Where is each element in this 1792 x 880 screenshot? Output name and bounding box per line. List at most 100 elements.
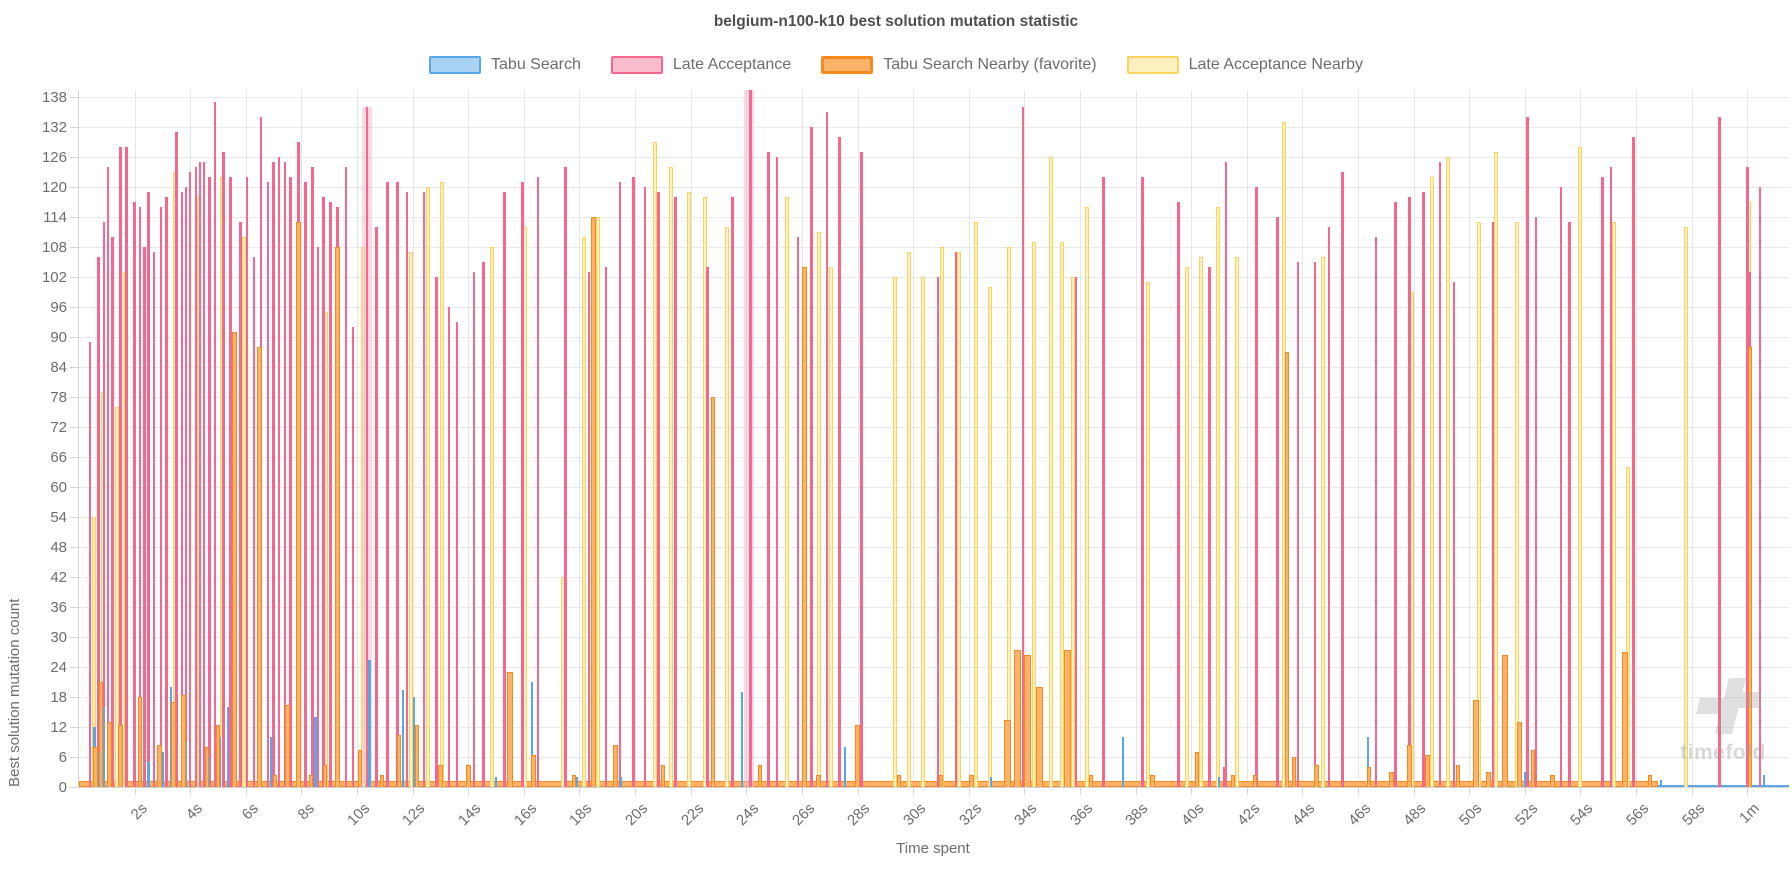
bar-late-acceptance bbox=[1141, 177, 1144, 787]
bar-late-acceptance bbox=[447, 307, 451, 787]
bar-late-acceptance bbox=[351, 327, 355, 787]
bar-late-acceptance-nearby bbox=[1071, 277, 1076, 787]
y-gridline bbox=[79, 607, 1789, 608]
x-tick-label: 10s bbox=[343, 800, 374, 830]
bar-tabu-search bbox=[1523, 772, 1527, 787]
legend-item-late-acceptance[interactable]: Late Acceptance bbox=[610, 56, 791, 74]
y-tick-label: 120 bbox=[41, 178, 67, 196]
y-tick bbox=[70, 577, 79, 578]
bar-late-acceptance bbox=[316, 247, 320, 787]
x-gridline bbox=[1079, 90, 1081, 787]
bar-late-acceptance bbox=[111, 237, 114, 787]
bar-late-acceptance bbox=[1491, 222, 1495, 787]
bar-tabu-search-nearby bbox=[171, 702, 176, 787]
bar-late-acceptance bbox=[838, 137, 841, 787]
bar-late-acceptance bbox=[283, 162, 286, 787]
bar-late-acceptance-nearby bbox=[1198, 257, 1203, 787]
x-tick-label: 28s bbox=[844, 800, 874, 830]
bar-tabu-search-nearby bbox=[1230, 774, 1236, 787]
bar-tabu-search-nearby bbox=[285, 704, 290, 787]
bar-late-acceptance bbox=[810, 127, 813, 787]
bar-late-acceptance-nearby bbox=[906, 252, 911, 787]
y-tick bbox=[70, 247, 79, 248]
y-gridline bbox=[79, 337, 1789, 338]
y-tick bbox=[70, 427, 79, 428]
bar-late-acceptance bbox=[175, 132, 178, 787]
y-tick bbox=[70, 367, 79, 368]
bar-late-acceptance bbox=[125, 147, 128, 787]
bar-tabu-search bbox=[269, 737, 273, 787]
y-tick bbox=[70, 547, 79, 548]
bar-late-acceptance bbox=[266, 182, 270, 787]
bar-tabu-search-nearby bbox=[157, 744, 162, 787]
bar-tabu-search-nearby bbox=[660, 764, 666, 787]
bar-late-acceptance bbox=[277, 157, 281, 787]
bar-late-acceptance bbox=[386, 182, 389, 787]
bar-late-acceptance bbox=[1408, 197, 1411, 787]
y-tick-label: 48 bbox=[50, 538, 67, 556]
legend-swatch-late-acceptance bbox=[610, 56, 663, 74]
y-tick bbox=[70, 397, 79, 398]
bar-late-acceptance bbox=[152, 252, 156, 787]
bar-tabu-search bbox=[368, 659, 371, 787]
x-tick bbox=[412, 787, 414, 795]
bar-tabu-search-nearby bbox=[710, 397, 716, 787]
bar-late-acceptance bbox=[1718, 117, 1721, 787]
x-tick-label: 36s bbox=[1066, 800, 1097, 830]
bar-late-acceptance bbox=[643, 187, 647, 787]
x-tick-label: 6s bbox=[238, 800, 262, 824]
x-tick bbox=[1469, 787, 1471, 795]
x-gridline bbox=[1469, 90, 1471, 787]
y-tick-label: 66 bbox=[50, 448, 67, 466]
bar-tabu-search-nearby bbox=[232, 332, 237, 787]
x-tick bbox=[523, 787, 525, 795]
bar-late-acceptance bbox=[455, 322, 459, 787]
y-tick-label: 78 bbox=[50, 388, 67, 406]
y-tick bbox=[70, 757, 79, 758]
legend-label-late-acceptance-nearby: Late Acceptance Nearby bbox=[1188, 56, 1363, 73]
x-tick bbox=[635, 787, 637, 795]
bar-late-acceptance bbox=[632, 177, 635, 787]
bar-tabu-search bbox=[1762, 774, 1766, 787]
legend-swatch-late-acceptance-nearby bbox=[1126, 56, 1179, 74]
bar-late-acceptance bbox=[304, 182, 307, 787]
bar-late-acceptance-nearby bbox=[816, 232, 821, 787]
bar-tabu-search-nearby bbox=[1088, 774, 1094, 787]
legend-item-tabu-search[interactable]: Tabu Search bbox=[429, 56, 581, 74]
x-gridline bbox=[1358, 90, 1360, 787]
bar-soft-late-acceptance bbox=[744, 90, 755, 787]
y-tick bbox=[70, 307, 79, 308]
bar-late-acceptance-nearby bbox=[1429, 177, 1434, 787]
y-tick-label: 42 bbox=[50, 568, 67, 586]
x-tick bbox=[1636, 787, 1638, 795]
bar-tabu-search bbox=[530, 682, 534, 787]
x-tick bbox=[1302, 787, 1304, 795]
bar-tabu-search-nearby bbox=[855, 724, 860, 787]
x-tick-label: 12s bbox=[399, 800, 429, 830]
y-tick bbox=[70, 697, 79, 698]
legend-item-tabu-search-nearby[interactable]: Tabu Search Nearby (favorite) bbox=[821, 56, 1097, 74]
bar-late-acceptance bbox=[198, 162, 202, 787]
y-gridline bbox=[79, 577, 1789, 578]
bar-late-acceptance bbox=[222, 152, 225, 787]
y-tick-label: 138 bbox=[41, 88, 67, 106]
y-gridline bbox=[79, 307, 1789, 308]
legend-item-late-acceptance-nearby[interactable]: Late Acceptance Nearby bbox=[1126, 56, 1363, 74]
bar-late-acceptance-nearby bbox=[784, 197, 789, 787]
bar-late-acceptance-nearby bbox=[1007, 247, 1012, 787]
x-axis-title: Time spent bbox=[896, 840, 970, 857]
bar-late-acceptance bbox=[405, 192, 409, 787]
x-tick-label: 54s bbox=[1567, 800, 1597, 830]
y-tick bbox=[70, 157, 79, 158]
y-tick bbox=[70, 667, 79, 668]
bar-late-acceptance-nearby bbox=[1146, 282, 1151, 787]
x-tick bbox=[1024, 787, 1026, 795]
bar-late-acceptance bbox=[1568, 222, 1571, 787]
bar-late-acceptance-nearby bbox=[1476, 222, 1481, 787]
bar-tabu-search bbox=[843, 747, 847, 787]
bar-late-acceptance bbox=[1327, 227, 1331, 787]
bar-late-acceptance bbox=[102, 222, 106, 787]
bar-tabu-search bbox=[161, 752, 164, 787]
bar-tabu-search-nearby bbox=[137, 697, 143, 787]
